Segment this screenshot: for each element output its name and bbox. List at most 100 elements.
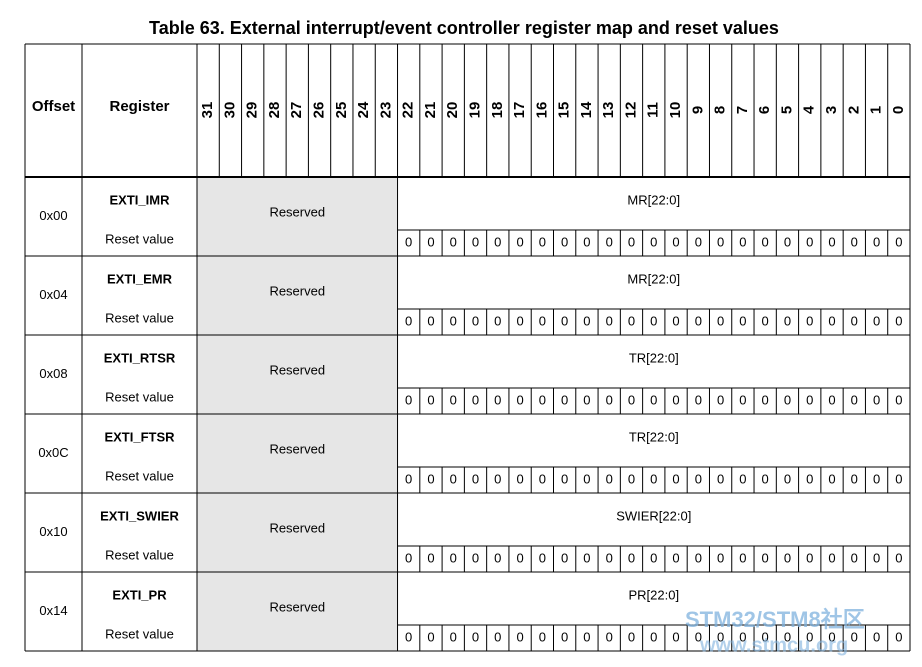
reset-bit: 0 xyxy=(695,550,702,565)
header-bit: 31 xyxy=(199,102,216,119)
reset-bit: 0 xyxy=(405,550,412,565)
field-name: SWIER[22:0] xyxy=(616,508,691,523)
reset-bit: 0 xyxy=(583,392,590,407)
reset-bit: 0 xyxy=(539,313,546,328)
reset-bit: 0 xyxy=(494,550,501,565)
header-bit: 23 xyxy=(377,102,394,119)
header-bit: 22 xyxy=(400,102,417,119)
reset-bit: 0 xyxy=(739,629,746,644)
reset-bit: 0 xyxy=(784,550,791,565)
reset-bit: 0 xyxy=(851,629,858,644)
reset-bit: 0 xyxy=(717,471,724,486)
reset-bit: 0 xyxy=(405,629,412,644)
reset-bit: 0 xyxy=(873,471,880,486)
reset-bit: 0 xyxy=(427,234,434,249)
reset-bit: 0 xyxy=(851,313,858,328)
reset-bit: 0 xyxy=(672,392,679,407)
reset-bit: 0 xyxy=(695,629,702,644)
reserved-label: Reserved xyxy=(269,520,325,535)
reset-bit: 0 xyxy=(717,234,724,249)
reset-bit: 0 xyxy=(405,471,412,486)
reset-label: Reset value xyxy=(105,389,174,404)
watermark-url: www.stmcu.org xyxy=(699,634,848,656)
reset-bit: 0 xyxy=(516,629,523,644)
reset-bit: 0 xyxy=(450,392,457,407)
reset-bit: 0 xyxy=(427,392,434,407)
register-name: EXTI_FTSR xyxy=(104,429,175,444)
offset: 0x14 xyxy=(39,603,67,618)
header-bit: 18 xyxy=(489,102,506,119)
reset-bit: 0 xyxy=(784,471,791,486)
reset-bit: 0 xyxy=(739,471,746,486)
header-register: Register xyxy=(109,98,169,115)
field-name: MR[22:0] xyxy=(627,271,680,286)
offset: 0x08 xyxy=(39,366,67,381)
reset-bit: 0 xyxy=(606,392,613,407)
register-name: EXTI_EMR xyxy=(107,271,173,286)
reset-bit: 0 xyxy=(695,471,702,486)
reserved-label: Reserved xyxy=(269,362,325,377)
register-name: EXTI_SWIER xyxy=(100,508,179,523)
reset-bit: 0 xyxy=(450,234,457,249)
register-name: EXTI_IMR xyxy=(110,192,171,207)
reset-label: Reset value xyxy=(105,310,174,325)
reset-bit: 0 xyxy=(472,392,479,407)
offset: 0x04 xyxy=(39,287,67,302)
header-bit: 27 xyxy=(288,102,305,119)
reset-bit: 0 xyxy=(828,550,835,565)
reset-bit: 0 xyxy=(583,550,590,565)
reset-bit: 0 xyxy=(895,471,902,486)
header-bit: 15 xyxy=(556,102,573,119)
reset-bit: 0 xyxy=(606,471,613,486)
reset-bit: 0 xyxy=(450,313,457,328)
reset-bit: 0 xyxy=(784,392,791,407)
reset-bit: 0 xyxy=(650,629,657,644)
reset-bit: 0 xyxy=(717,313,724,328)
reset-bit: 0 xyxy=(628,234,635,249)
reset-bit: 0 xyxy=(583,234,590,249)
reset-bit: 0 xyxy=(717,392,724,407)
reset-bit: 0 xyxy=(851,471,858,486)
field-name: TR[22:0] xyxy=(629,429,679,444)
reset-label: Reset value xyxy=(105,626,174,641)
reserved-label: Reserved xyxy=(269,441,325,456)
header-bit: 24 xyxy=(355,101,372,118)
reset-bit: 0 xyxy=(851,392,858,407)
reset-bit: 0 xyxy=(427,471,434,486)
header-bit: 19 xyxy=(466,102,483,119)
header-bit: 26 xyxy=(311,102,328,119)
header-bit: 4 xyxy=(801,105,818,114)
reset-bit: 0 xyxy=(628,629,635,644)
reset-bit: 0 xyxy=(695,234,702,249)
reset-bit: 0 xyxy=(739,550,746,565)
header-bit: 9 xyxy=(689,106,706,114)
reset-bit: 0 xyxy=(606,234,613,249)
reset-bit: 0 xyxy=(628,313,635,328)
reset-bit: 0 xyxy=(472,471,479,486)
reserved-cell xyxy=(197,256,398,335)
reset-bit: 0 xyxy=(806,234,813,249)
reset-bit: 0 xyxy=(516,313,523,328)
reset-bit: 0 xyxy=(762,471,769,486)
reset-bit: 0 xyxy=(583,313,590,328)
reset-bit: 0 xyxy=(806,313,813,328)
reserved-cell xyxy=(197,177,398,256)
reserved-label: Reserved xyxy=(269,599,325,614)
reset-bit: 0 xyxy=(672,313,679,328)
reset-bit: 0 xyxy=(628,392,635,407)
header-bit: 5 xyxy=(778,106,795,114)
reset-bit: 0 xyxy=(672,550,679,565)
reset-bit: 0 xyxy=(561,550,568,565)
reset-bit: 0 xyxy=(873,392,880,407)
reset-bit: 0 xyxy=(539,234,546,249)
header-bit: 0 xyxy=(890,106,907,114)
offset: 0x10 xyxy=(39,524,67,539)
reset-bit: 0 xyxy=(672,629,679,644)
reset-bit: 0 xyxy=(606,313,613,328)
header-bit: 11 xyxy=(645,102,662,118)
reset-bit: 0 xyxy=(762,313,769,328)
register-name: EXTI_RTSR xyxy=(104,350,176,365)
reserved-label: Reserved xyxy=(269,204,325,219)
field-name: MR[22:0] xyxy=(627,192,680,207)
